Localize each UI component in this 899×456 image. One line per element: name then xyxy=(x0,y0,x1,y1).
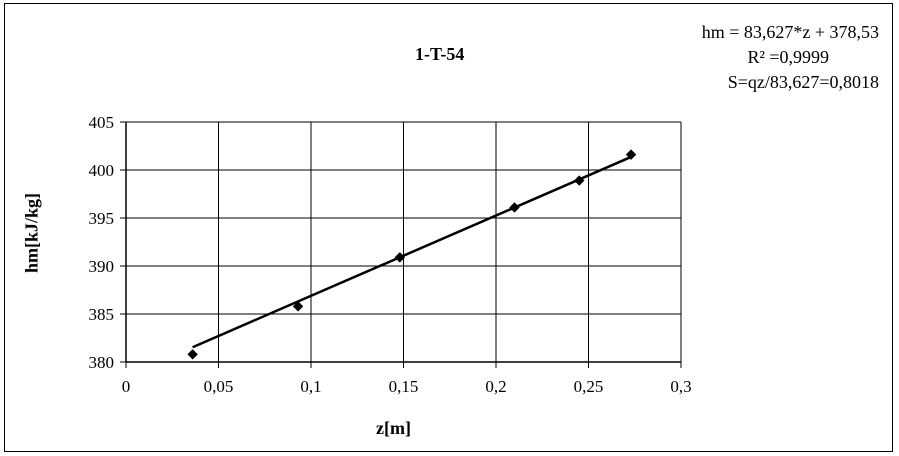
x-tick-label: 0,3 xyxy=(670,377,691,396)
y-tick-label: 385 xyxy=(89,305,115,324)
trendline-group xyxy=(192,155,632,349)
x-tick-label: 0,15 xyxy=(389,377,419,396)
trendline-equation: hm = 83,627*z + 378,53 xyxy=(701,22,879,42)
r-squared-annotation: R² =0,9999 xyxy=(747,47,829,67)
x-tick-label: 0,05 xyxy=(204,377,234,396)
y-tick-label: 390 xyxy=(89,257,115,276)
gridlines xyxy=(125,121,682,363)
data-point xyxy=(625,149,637,160)
data-point xyxy=(509,202,520,213)
x-tick-label: 0,1 xyxy=(300,377,321,396)
data-points xyxy=(187,149,637,360)
tick-labels: 380 385 390 395 400 405 0 0,05 0,1 0,15 0,2 0,25 0,3 xyxy=(89,113,692,396)
data-point xyxy=(574,175,585,186)
slope-annotation: S=qz/83,627=0,8018 xyxy=(727,72,879,92)
trendline xyxy=(192,155,632,349)
x-tick-label: 0 xyxy=(122,377,131,396)
data-point xyxy=(394,252,406,263)
y-tick-label: 395 xyxy=(89,209,115,228)
chart-frame xyxy=(4,3,893,452)
x-tick-label: 0,25 xyxy=(574,377,604,396)
x-tick-label: 0,2 xyxy=(485,377,506,396)
x-axis-label: z[m] xyxy=(376,418,411,438)
data-point xyxy=(292,301,304,312)
y-tick-label: 405 xyxy=(89,113,115,132)
y-tick-label: 400 xyxy=(89,161,115,180)
chart-title: 1-T-54 xyxy=(415,44,465,64)
y-tick-label: 380 xyxy=(89,353,115,372)
data-point xyxy=(187,349,198,360)
axes xyxy=(120,121,682,368)
